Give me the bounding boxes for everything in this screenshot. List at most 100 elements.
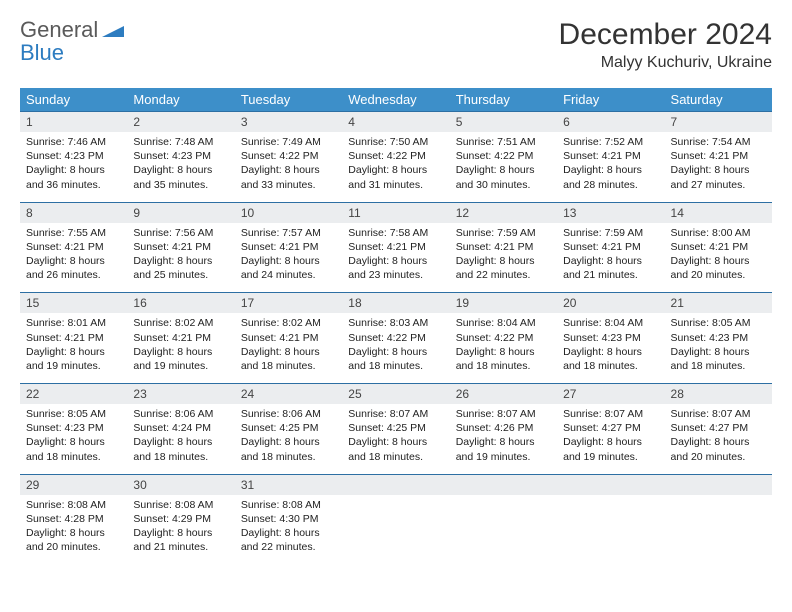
daylight-line: Daylight: 8 hours and 18 minutes. — [348, 435, 443, 463]
daylight-label: Daylight: — [456, 436, 497, 448]
sunset-label: Sunset: — [563, 422, 599, 434]
sunset-line: Sunset: 4:21 PM — [671, 149, 766, 163]
sunrise-label: Sunrise: — [671, 317, 710, 329]
sunrise-value: 7:56 AM — [175, 227, 214, 239]
sunrise-value: 8:08 AM — [175, 499, 214, 511]
sunrise-label: Sunrise: — [241, 499, 280, 511]
daylight-line: Daylight: 8 hours and 18 minutes. — [456, 345, 551, 373]
day-cell: Sunrise: 7:59 AMSunset: 4:21 PMDaylight:… — [450, 223, 557, 293]
sunrise-label: Sunrise: — [456, 136, 495, 148]
sunrise-label: Sunrise: — [26, 317, 65, 329]
day-number: 12 — [450, 203, 557, 223]
day-number-cell: 11 — [342, 202, 449, 223]
weekday-header: Sunday — [20, 88, 127, 112]
sunrise-line: Sunrise: 8:07 AM — [563, 407, 658, 421]
day-number-cell — [342, 474, 449, 495]
sunrise-label: Sunrise: — [671, 227, 710, 239]
day-cell: Sunrise: 8:07 AMSunset: 4:25 PMDaylight:… — [342, 404, 449, 474]
day-content: Sunrise: 8:01 AMSunset: 4:21 PMDaylight:… — [20, 313, 127, 383]
sunrise-value: 8:03 AM — [390, 317, 429, 329]
weekday-header: Friday — [557, 88, 664, 112]
sunrise-line: Sunrise: 7:55 AM — [26, 226, 121, 240]
day-content — [665, 495, 772, 557]
day-number-cell: 13 — [557, 202, 664, 223]
day-content: Sunrise: 8:07 AMSunset: 4:27 PMDaylight:… — [665, 404, 772, 474]
daylight-line: Daylight: 8 hours and 30 minutes. — [456, 163, 551, 191]
day-number: 30 — [127, 475, 234, 495]
day-cell: Sunrise: 8:04 AMSunset: 4:22 PMDaylight:… — [450, 313, 557, 383]
sunrise-value: 8:08 AM — [282, 499, 321, 511]
sunrise-label: Sunrise: — [456, 408, 495, 420]
day-content: Sunrise: 8:02 AMSunset: 4:21 PMDaylight:… — [235, 313, 342, 383]
sunrise-line: Sunrise: 8:06 AM — [241, 407, 336, 421]
daylight-line: Daylight: 8 hours and 20 minutes. — [671, 254, 766, 282]
day-number-cell — [665, 474, 772, 495]
sunset-value: 4:26 PM — [494, 422, 533, 434]
sunrise-line: Sunrise: 8:01 AM — [26, 316, 121, 330]
daylight-label: Daylight: — [133, 346, 174, 358]
day-number-row: 891011121314 — [20, 202, 772, 223]
daylight-line: Daylight: 8 hours and 22 minutes. — [456, 254, 551, 282]
daylight-line: Daylight: 8 hours and 26 minutes. — [26, 254, 121, 282]
logo-line2: Blue — [20, 40, 64, 65]
daylight-label: Daylight: — [348, 164, 389, 176]
title-block: December 2024 Malyy Kuchuriv, Ukraine — [559, 18, 772, 72]
sunset-value: 4:23 PM — [65, 422, 104, 434]
sunrise-value: 8:01 AM — [67, 317, 106, 329]
sunset-value: 4:21 PM — [602, 150, 641, 162]
day-cell: Sunrise: 8:01 AMSunset: 4:21 PMDaylight:… — [20, 313, 127, 383]
sunrise-line: Sunrise: 7:48 AM — [133, 135, 228, 149]
day-cell: Sunrise: 7:54 AMSunset: 4:21 PMDaylight:… — [665, 132, 772, 202]
page-title: December 2024 — [559, 18, 772, 52]
daylight-label: Daylight: — [671, 255, 712, 267]
day-number-cell: 8 — [20, 202, 127, 223]
daylight-label: Daylight: — [348, 346, 389, 358]
day-number-cell: 12 — [450, 202, 557, 223]
sunrise-line: Sunrise: 8:03 AM — [348, 316, 443, 330]
day-cell: Sunrise: 8:06 AMSunset: 4:24 PMDaylight:… — [127, 404, 234, 474]
daylight-line: Daylight: 8 hours and 18 minutes. — [241, 435, 336, 463]
sunrise-value: 7:59 AM — [497, 227, 536, 239]
sunrise-line: Sunrise: 8:00 AM — [671, 226, 766, 240]
daylight-line: Daylight: 8 hours and 21 minutes. — [133, 526, 228, 554]
sunset-label: Sunset: — [563, 150, 599, 162]
day-number-row: 22232425262728 — [20, 384, 772, 405]
sunset-value: 4:24 PM — [172, 422, 211, 434]
sunset-line: Sunset: 4:23 PM — [671, 331, 766, 345]
day-number-cell: 7 — [665, 112, 772, 133]
sunset-line: Sunset: 4:21 PM — [348, 240, 443, 254]
daylight-line: Daylight: 8 hours and 19 minutes. — [26, 345, 121, 373]
day-content: Sunrise: 7:48 AMSunset: 4:23 PMDaylight:… — [127, 132, 234, 202]
logo-triangle-icon — [102, 18, 124, 41]
sunrise-line: Sunrise: 7:59 AM — [563, 226, 658, 240]
day-content: Sunrise: 7:50 AMSunset: 4:22 PMDaylight:… — [342, 132, 449, 202]
sunrise-value: 8:07 AM — [605, 408, 644, 420]
sunset-label: Sunset: — [671, 332, 707, 344]
sunset-label: Sunset: — [348, 422, 384, 434]
sunrise-line: Sunrise: 8:07 AM — [671, 407, 766, 421]
sunrise-label: Sunrise: — [563, 227, 602, 239]
daylight-line: Daylight: 8 hours and 20 minutes. — [671, 435, 766, 463]
sunset-label: Sunset: — [133, 422, 169, 434]
sunrise-value: 8:07 AM — [390, 408, 429, 420]
sunrise-label: Sunrise: — [348, 227, 387, 239]
daylight-line: Daylight: 8 hours and 20 minutes. — [26, 526, 121, 554]
sunset-value: 4:21 PM — [65, 332, 104, 344]
day-cell: Sunrise: 8:07 AMSunset: 4:26 PMDaylight:… — [450, 404, 557, 474]
daylight-line: Daylight: 8 hours and 19 minutes. — [563, 435, 658, 463]
day-content: Sunrise: 7:51 AMSunset: 4:22 PMDaylight:… — [450, 132, 557, 202]
daylight-line: Daylight: 8 hours and 25 minutes. — [133, 254, 228, 282]
day-number-cell: 2 — [127, 112, 234, 133]
logo-line1: General — [20, 17, 98, 42]
day-number-cell: 6 — [557, 112, 664, 133]
daylight-label: Daylight: — [241, 255, 282, 267]
sunset-value: 4:21 PM — [709, 150, 748, 162]
day-cell: Sunrise: 8:08 AMSunset: 4:29 PMDaylight:… — [127, 495, 234, 565]
day-number — [342, 482, 449, 488]
day-number-row: 15161718192021 — [20, 293, 772, 314]
day-content-row: Sunrise: 8:05 AMSunset: 4:23 PMDaylight:… — [20, 404, 772, 474]
day-number: 19 — [450, 293, 557, 313]
sunset-value: 4:23 PM — [709, 332, 748, 344]
sunrise-line: Sunrise: 7:56 AM — [133, 226, 228, 240]
day-number: 27 — [557, 384, 664, 404]
